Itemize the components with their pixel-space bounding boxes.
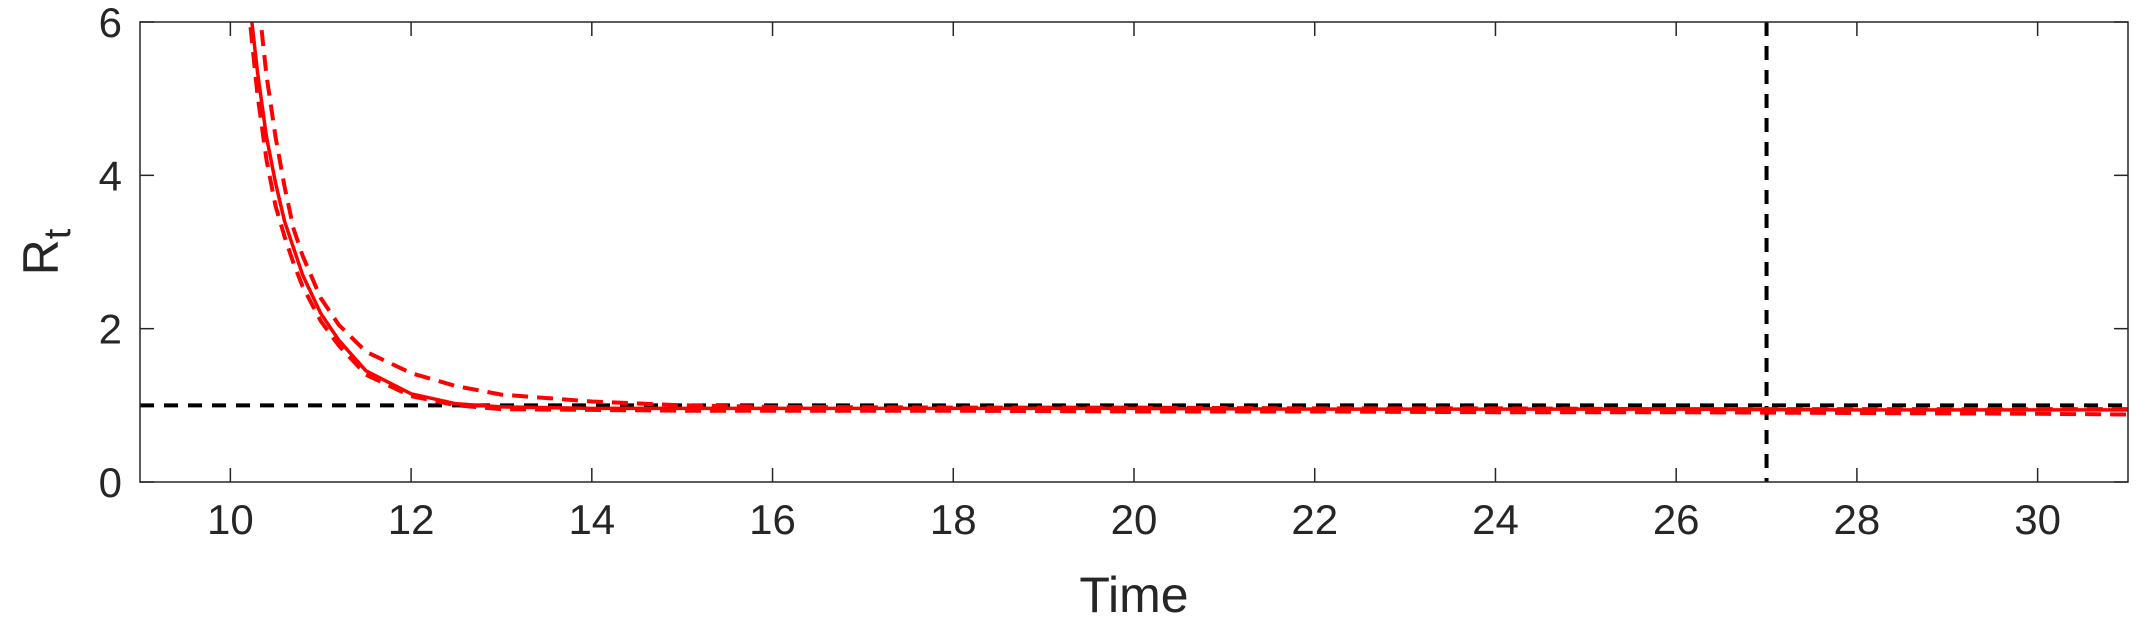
x-tick-label: 10 (207, 496, 254, 543)
x-tick-label: 14 (568, 496, 615, 543)
x-tick-label: 22 (1291, 496, 1338, 543)
x-tick-label: 18 (930, 496, 977, 543)
plot-background (140, 22, 2128, 482)
y-tick-label: 0 (99, 459, 122, 506)
y-axis-label-main: R (13, 239, 69, 275)
y-tick-label: 6 (99, 0, 122, 46)
x-tick-label: 28 (1834, 496, 1881, 543)
x-tick-label: 20 (1111, 496, 1158, 543)
series-line-dashed-1 (258, 22, 2128, 412)
y-tick-label: 2 (99, 306, 122, 353)
x-tick-label: 12 (388, 496, 435, 543)
plot-area (140, 22, 2128, 482)
series-line-dashed-2 (247, 22, 2128, 417)
x-tick-label: 26 (1653, 496, 1700, 543)
axes (139, 21, 2129, 483)
x-tick-label: 24 (1472, 496, 1519, 543)
y-axis-label-subscript: t (37, 228, 79, 239)
x-axis-label: Time (1079, 567, 1188, 619)
x-tick-label: 30 (2014, 496, 2061, 543)
y-axis-label: Rt (13, 228, 79, 275)
x-tick-label: 16 (749, 496, 796, 543)
y-tick-label: 4 (99, 152, 122, 199)
